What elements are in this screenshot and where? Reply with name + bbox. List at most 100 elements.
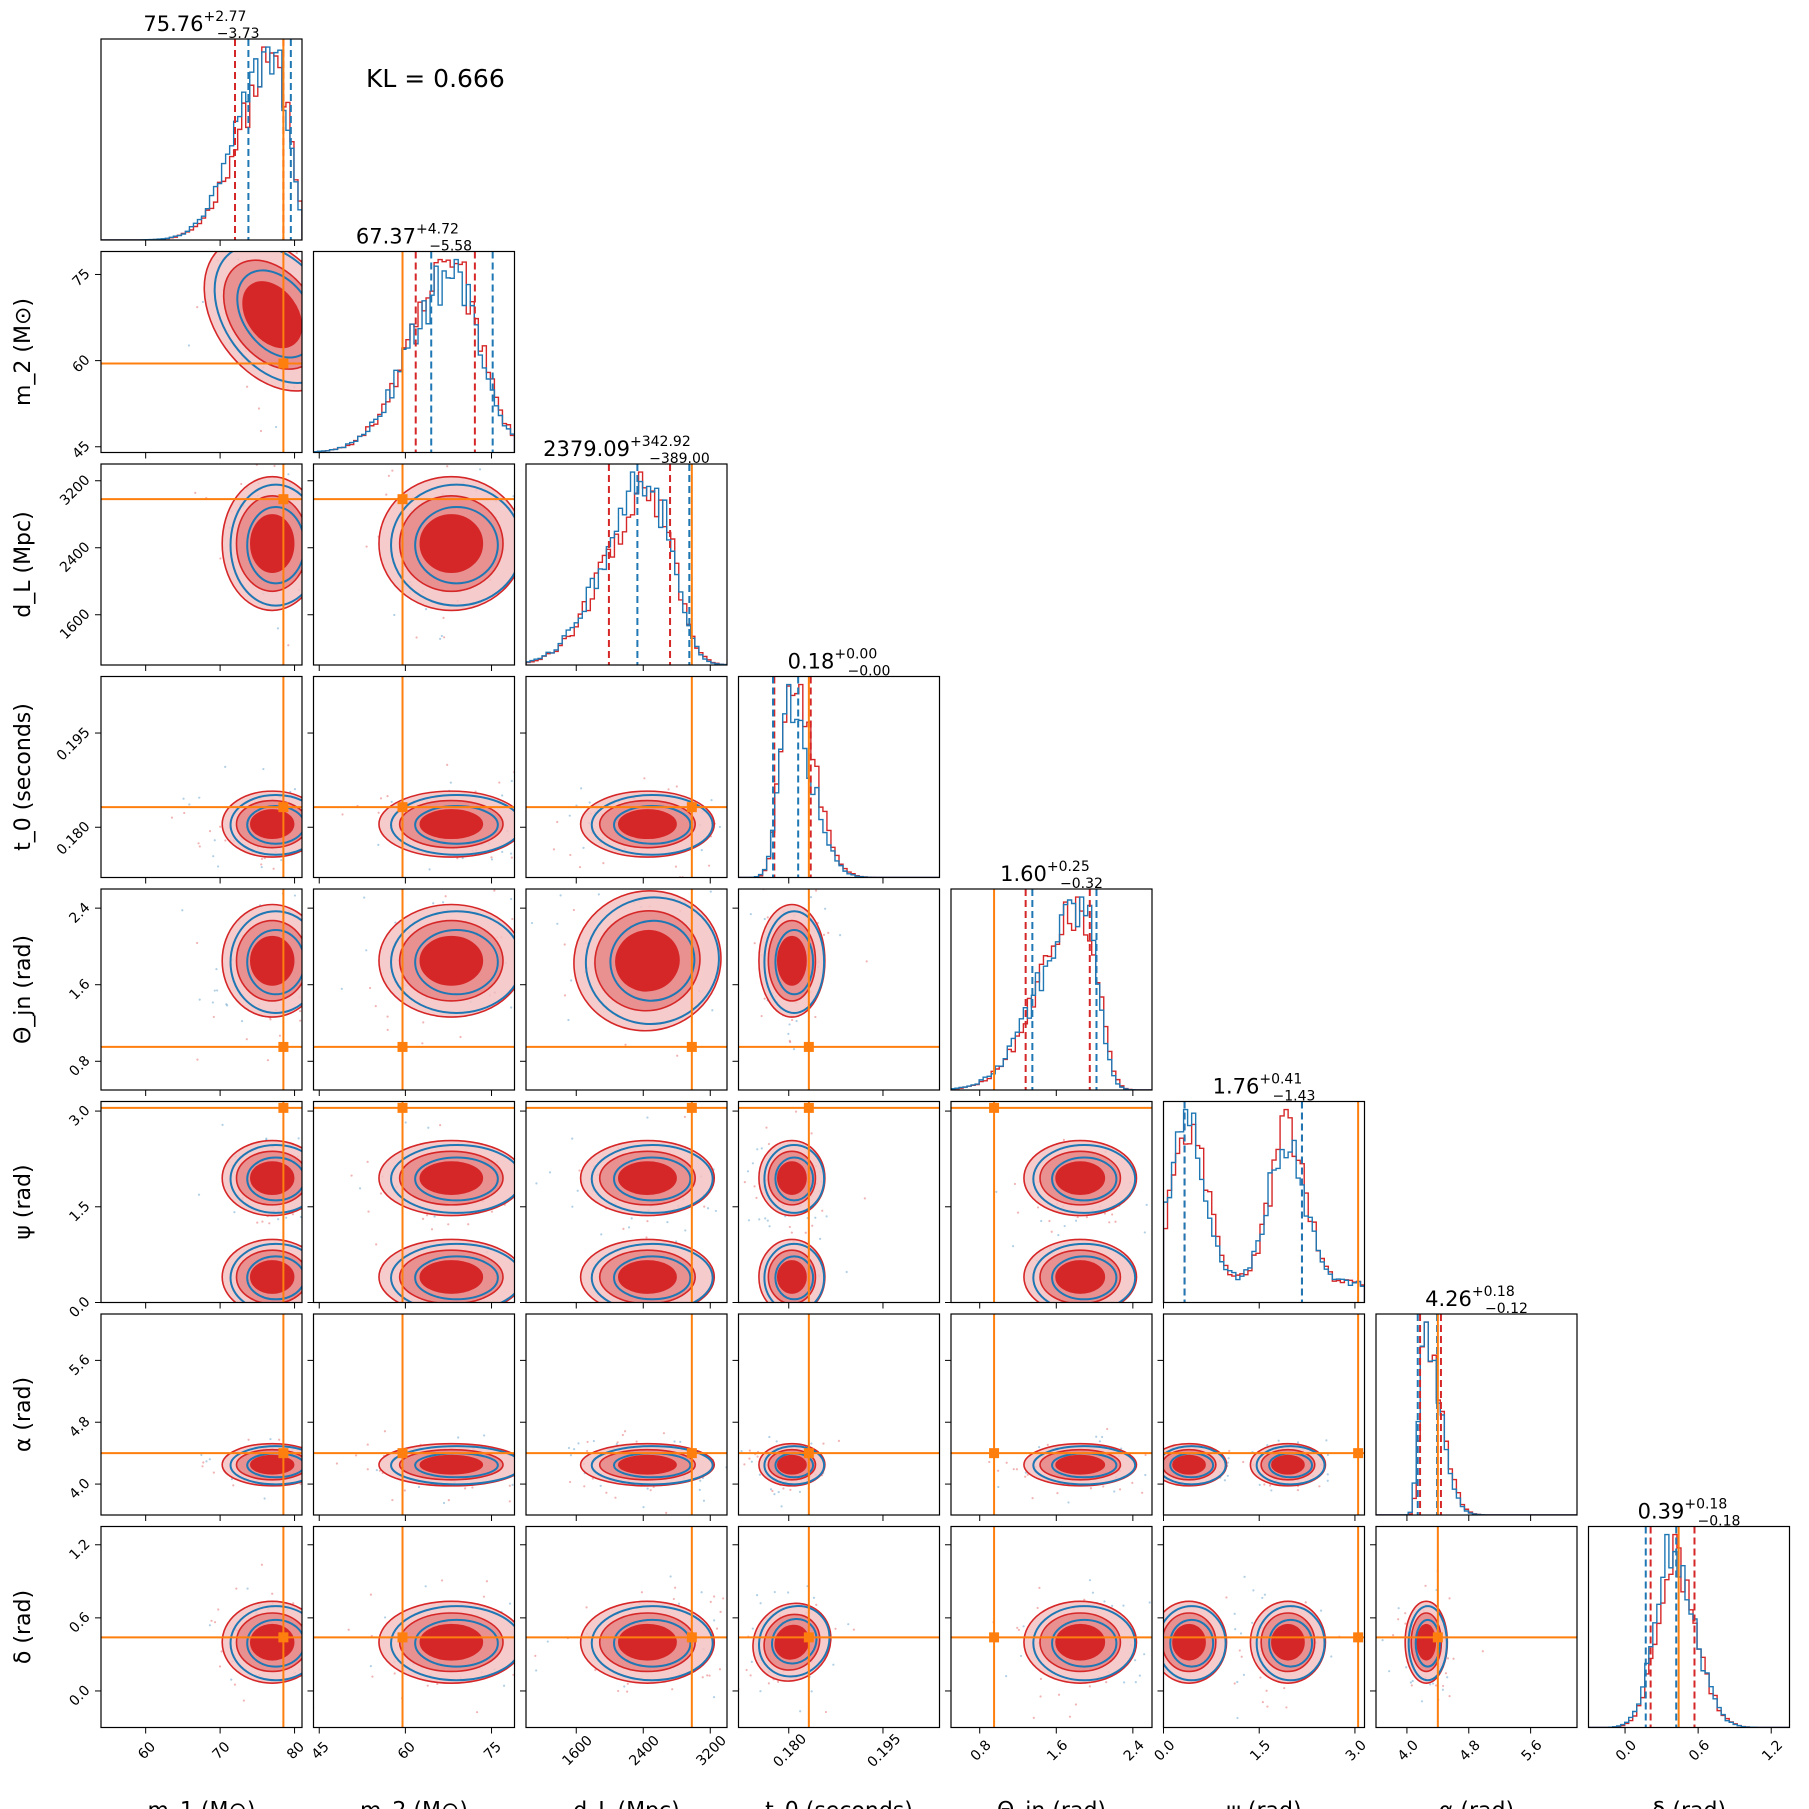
sample-point (549, 1168, 551, 1170)
sample-point (713, 1619, 716, 1622)
sample-point (354, 1454, 358, 1457)
sample-point (308, 873, 310, 875)
sample-point (672, 1597, 675, 1601)
sample-point (383, 1430, 387, 1433)
red-contour (776, 935, 807, 986)
sample-point (307, 1208, 309, 1210)
truth-marker (803, 1102, 814, 1113)
sample-point (1050, 1230, 1053, 1233)
contour-panel-7-2 (307, 1313, 535, 1521)
sample-point (550, 939, 552, 941)
sample-point (719, 1610, 722, 1613)
sample-point (1106, 1427, 1109, 1431)
sample-point (212, 1471, 215, 1474)
blue-contour (1414, 1618, 1441, 1668)
sample-point (439, 637, 442, 640)
sample-point (287, 644, 290, 647)
sample-point (706, 1207, 710, 1210)
sample-point (745, 1668, 748, 1672)
y-tick-label: 75 (70, 266, 94, 290)
red-contour (419, 1454, 484, 1475)
sample-point (775, 1440, 778, 1443)
blue-contour (229, 1605, 302, 1682)
sample-point (570, 1684, 572, 1686)
sample-point (995, 1190, 998, 1193)
sample-point (556, 922, 559, 925)
sample-point (263, 1497, 266, 1500)
truth-marker (278, 1632, 289, 1643)
sample-point (322, 1479, 324, 1481)
red-contour (249, 809, 295, 840)
sample-point (746, 922, 748, 924)
sample-point (1234, 1628, 1237, 1631)
sample-point (311, 309, 313, 311)
sample-point (766, 1219, 769, 1222)
truth-marker (278, 358, 289, 369)
sample-point (315, 1457, 317, 1459)
sample-point (1111, 1213, 1114, 1216)
sample-point (569, 1604, 571, 1606)
red-contour (419, 514, 484, 574)
sample-point (569, 853, 572, 857)
sample-point (1123, 1681, 1126, 1684)
panel-frame (950, 1100, 1153, 1304)
sample-point (1103, 1600, 1106, 1603)
y-tick-label: 4.8 (66, 1414, 93, 1441)
panel-frame (737, 1100, 941, 1304)
sample-point (219, 557, 222, 560)
sample-point (1145, 1203, 1148, 1207)
kl-divergence-label: KL = 0.666 (366, 64, 505, 93)
sample-point (1076, 1216, 1079, 1219)
blue-contour (1255, 1445, 1326, 1486)
sample-point (760, 1147, 763, 1150)
sample-point (1263, 1593, 1267, 1596)
sample-point (428, 868, 431, 871)
sample-point (1228, 1449, 1231, 1452)
sample-point (272, 867, 275, 870)
sample-point (533, 1480, 535, 1482)
blue-contour (774, 1255, 815, 1301)
truth-marker (278, 1041, 289, 1052)
blue-contour (758, 1605, 831, 1678)
sample-point (674, 865, 678, 868)
contour-panel-8-7: 4.0 4.8 5.6 (1370, 1525, 1578, 1764)
sample-point (269, 1438, 272, 1441)
sample-point (575, 804, 578, 807)
sample-point (585, 1449, 589, 1453)
red-contour (617, 1623, 677, 1661)
sample-point (548, 1229, 550, 1231)
sample-point (277, 1218, 280, 1221)
sample-point (307, 1470, 309, 1472)
sample-point (753, 1185, 756, 1188)
sample-point (1134, 1659, 1137, 1662)
sample-point (278, 1034, 282, 1037)
sample-point (825, 1215, 828, 1218)
sample-point (1031, 1497, 1034, 1500)
sample-point (291, 1213, 295, 1216)
sample-point (546, 1640, 549, 1643)
sample-point (1441, 1688, 1444, 1691)
x-tick-label: 3200 (693, 1733, 730, 1770)
contour-panel-8-2: 45 60 75 (307, 1525, 572, 1763)
sample-point (265, 1137, 268, 1140)
sample-point (534, 514, 536, 516)
sample-point (520, 829, 522, 831)
sample-point (518, 1456, 520, 1458)
contour-panel-7-5 (945, 1313, 1153, 1521)
red-contour (1172, 1623, 1206, 1661)
sample-point (273, 464, 276, 468)
x-tick-label: 0.195 (865, 1731, 905, 1771)
sample-point (1448, 1694, 1451, 1698)
x-tick-label: 0.0 (1151, 1737, 1178, 1764)
sample-point (441, 901, 445, 904)
contour-panel-7-6 (1157, 1313, 1366, 1521)
histogram-panel-5: 1.60+0.25 −0.32 (950, 859, 1153, 1096)
sample-point (293, 894, 297, 897)
sample-point (583, 1485, 586, 1488)
sample-point (1233, 1682, 1236, 1685)
sample-point (1067, 1501, 1070, 1504)
truth-marker (686, 1102, 697, 1113)
sample-point (815, 1603, 818, 1606)
sample-point (1013, 1182, 1017, 1186)
panel-frame (100, 888, 303, 1091)
